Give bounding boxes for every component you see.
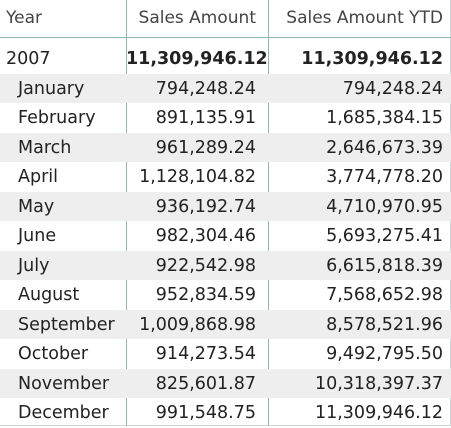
sales-amount-ytd-cell: 11,309,946.12	[301, 49, 443, 69]
column-header-year[interactable]: Year	[6, 8, 42, 28]
row-header-month: February	[18, 108, 96, 128]
table-row[interactable]: February 891,135.91 1,685,384.15	[0, 103, 451, 133]
sales-amount-ytd-cell: 9,492,795.50	[326, 344, 443, 364]
sales-amount-ytd-cell: 794,248.24	[342, 78, 443, 99]
table-row[interactable]: May 936,192.74 4,710,970.95	[0, 191, 451, 221]
sales-amount-ytd-cell: 8,578,521.96	[326, 314, 443, 335]
table-row[interactable]: September 1,009,868.98 8,578,521.96	[0, 309, 451, 339]
table-row[interactable]: December 991,548.75 11,309,946.12	[0, 398, 451, 428]
sales-amount-cell: 825,601.87	[155, 373, 256, 394]
table-row[interactable]: June 982,304.46 5,693,275.41	[0, 221, 451, 251]
row-header-month: April	[18, 167, 58, 187]
table-row[interactable]: March 961,289.24 2,646,673.39	[0, 132, 451, 162]
table-row[interactable]: July 922,542.98 6,615,818.39	[0, 250, 451, 280]
row-header-month: June	[18, 226, 57, 246]
sales-amount-ytd-cell: 10,318,397.37	[314, 373, 443, 394]
sales-amount-cell: 936,192.74	[155, 196, 256, 217]
sales-amount-ytd-cell: 2,646,673.39	[326, 137, 443, 158]
table-row[interactable]: November 825,601.87 10,318,397.37	[0, 368, 451, 398]
row-header-month: March	[18, 137, 72, 158]
sales-amount-cell: 914,273.54	[155, 344, 256, 364]
table-body: 2007 11,309,946.12 11,309,946.12 January…	[0, 44, 451, 428]
sales-amount-ytd-cell: 6,615,818.39	[326, 255, 443, 276]
sales-amount-ytd-cell: 11,309,946.12	[314, 403, 443, 423]
row-header-year[interactable]: 2007	[6, 49, 51, 69]
sales-amount-ytd-cell: 4,710,970.95	[326, 196, 443, 217]
row-header-month: December	[18, 403, 109, 423]
sales-amount-ytd-cell: 3,774,778.20	[326, 167, 443, 187]
sales-amount-cell: 961,289.24	[155, 137, 256, 158]
column-header-sales-amount[interactable]: Sales Amount	[138, 8, 256, 28]
sales-amount-ytd-cell: 7,568,652.98	[326, 285, 443, 305]
table-row[interactable]: August 952,834.59 7,568,652.98	[0, 280, 451, 310]
row-header-month: July	[18, 255, 50, 276]
sales-amount-cell: 991,548.75	[155, 403, 256, 423]
row-header-month: September	[18, 314, 115, 335]
sales-amount-cell: 1,009,868.98	[139, 314, 256, 335]
row-header-month: August	[18, 285, 80, 305]
sales-amount-cell: 922,542.98	[155, 255, 256, 276]
sales-amount-cell: 11,309,946.12	[126, 49, 268, 69]
sales-amount-ytd-cell: 1,685,384.15	[326, 108, 443, 128]
sales-amount-ytd-cell: 5,693,275.41	[326, 226, 443, 246]
column-header-row: Year Sales Amount Sales Amount YTD	[0, 0, 451, 38]
row-header-month: October	[18, 344, 89, 364]
table-row[interactable]: January 794,248.24 794,248.24	[0, 73, 451, 103]
sales-amount-cell: 982,304.46	[155, 226, 256, 246]
sales-amount-cell: 891,135.91	[155, 108, 256, 128]
sales-amount-cell: 952,834.59	[155, 285, 256, 305]
table-row-year-2007[interactable]: 2007 11,309,946.12 11,309,946.12	[0, 44, 451, 74]
table-row[interactable]: April 1,128,104.82 3,774,778.20	[0, 162, 451, 192]
row-header-month: January	[18, 78, 85, 99]
column-header-sales-amount-ytd[interactable]: Sales Amount YTD	[286, 8, 443, 28]
table-row[interactable]: October 914,273.54 9,492,795.50	[0, 339, 451, 369]
row-header-month: May	[18, 196, 55, 217]
sales-amount-cell: 794,248.24	[155, 78, 256, 99]
row-header-month: November	[18, 373, 110, 394]
sales-amount-cell: 1,128,104.82	[139, 167, 256, 187]
